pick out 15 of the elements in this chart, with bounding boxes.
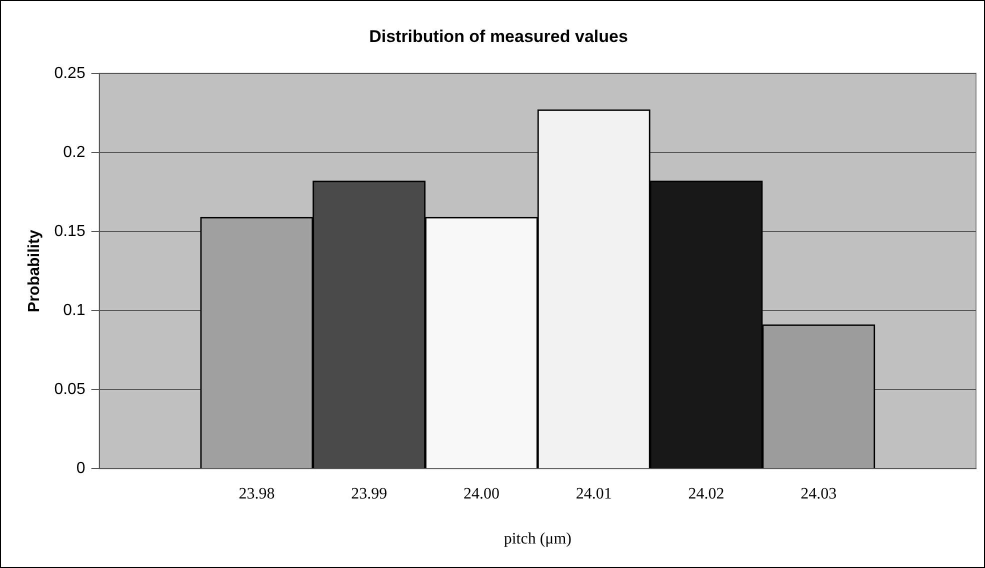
y-tick-label: 0.1: [63, 302, 86, 319]
x-tick-label: 24.03: [800, 485, 837, 502]
x-tick-label: 24.00: [463, 485, 500, 502]
x-tick-label: 24.01: [576, 485, 612, 502]
y-tick-label: 0: [76, 460, 86, 478]
x-tick-label: 23.99: [351, 485, 388, 502]
chart-title: Distribution of measured values: [369, 26, 628, 46]
x-tick-label: 24.02: [688, 485, 724, 502]
y-axis-title: Probability: [26, 230, 44, 312]
y-tick-label: 0.2: [63, 144, 86, 161]
y-tick-label: 0.15: [54, 222, 86, 240]
x-axis-title: pitch (μm): [504, 530, 572, 548]
x-tick-label: 23.98: [238, 485, 275, 502]
y-tick-label: 0.05: [54, 380, 86, 398]
y-tick-label: 0.25: [54, 64, 86, 82]
